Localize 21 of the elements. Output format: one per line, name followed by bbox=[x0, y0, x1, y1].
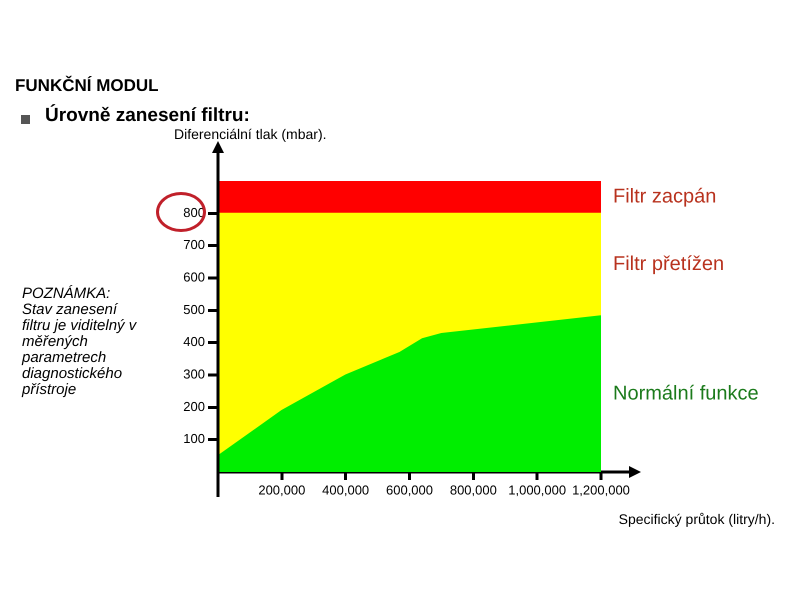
y-tick-label: 600 bbox=[183, 270, 205, 285]
chart-subtitle: Úrovně zanesení filtru: bbox=[45, 105, 250, 127]
y-tick-label: 300 bbox=[183, 366, 205, 382]
y-tick-label: 500 bbox=[183, 302, 205, 317]
series-label: Normální funkce bbox=[613, 382, 759, 404]
series-label: Filtr zacpán bbox=[613, 186, 716, 208]
x-tick-label: 800,000 bbox=[450, 482, 497, 498]
x-tick-label: 400,000 bbox=[322, 482, 370, 498]
series-label: Filtr přetížen bbox=[613, 253, 724, 276]
x-tick-label: 200,000 bbox=[258, 482, 306, 498]
x-tick-label: 1,000,000 bbox=[508, 482, 566, 498]
text: POZNÁMKA: Stav zanesení filtru je viditelný v měřených parametrech diagnostického přístroje bbox=[22, 285, 138, 398]
y-tick-label: 400 bbox=[183, 334, 205, 350]
y-tick-label: 200 bbox=[183, 398, 205, 414]
x-tick-label: 1,200,000 bbox=[572, 482, 630, 498]
x-tick-label: 600,000 bbox=[386, 482, 433, 498]
y-axis-title: Diferenciální tlak (mbar). bbox=[174, 126, 326, 142]
y-tick-label: 700 bbox=[183, 237, 205, 252]
chart-title: FUNKČNÍ MODUL bbox=[15, 76, 159, 96]
y-tick-label: 100 bbox=[183, 431, 205, 446]
x-axis-title: Specifický průtok (litry/h). bbox=[618, 511, 775, 527]
